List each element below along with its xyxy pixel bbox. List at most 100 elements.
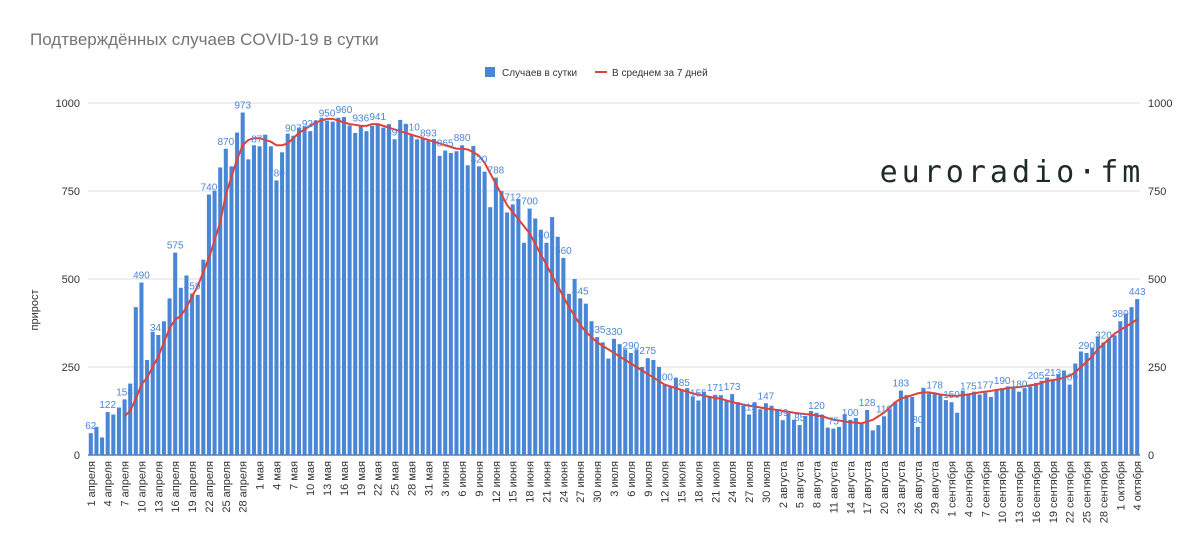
bar <box>544 242 549 455</box>
data-label: 185 <box>673 378 690 389</box>
x-tick-label: 16 сентября <box>1031 461 1043 523</box>
bar <box>673 377 678 455</box>
bar <box>308 131 313 455</box>
bar <box>291 135 296 455</box>
bar <box>471 145 476 455</box>
bar <box>527 208 532 455</box>
bar <box>746 414 752 455</box>
bar <box>499 191 504 455</box>
bar <box>1022 388 1027 455</box>
bar <box>1078 351 1083 455</box>
x-tick-label: 9 июня <box>474 461 486 497</box>
data-label: 147 <box>758 391 775 402</box>
data-label: 877 <box>251 134 268 145</box>
data-label: 920 <box>302 119 319 130</box>
bar <box>201 259 206 455</box>
data-label: 335 <box>589 325 606 336</box>
x-tick-label: 1 мая <box>255 461 267 490</box>
x-tick-label: 12 июня <box>491 461 503 503</box>
data-label: 290 <box>623 341 640 352</box>
bar <box>730 394 735 455</box>
bar <box>690 396 695 455</box>
bar <box>1011 387 1016 455</box>
bar <box>1056 374 1061 455</box>
bar <box>505 212 510 455</box>
bar <box>1039 380 1044 455</box>
bar <box>555 236 560 455</box>
x-tick-label: 3 июня <box>440 461 452 497</box>
y2-tick-label: 0 <box>1148 450 1154 462</box>
x-tick-label: 25 мая <box>390 461 402 496</box>
x-tick-label: 25 апреля <box>221 461 233 513</box>
bar <box>358 125 363 455</box>
data-label: 910 <box>403 123 420 134</box>
bar <box>1045 377 1050 455</box>
bar <box>758 409 763 455</box>
x-tick-label: 10 мая <box>305 461 317 496</box>
data-label: 865 <box>437 139 454 150</box>
data-label: 178 <box>926 380 943 391</box>
data-label: 960 <box>336 105 353 116</box>
x-tick-label: 30 июня <box>592 461 604 503</box>
y-tick-label: 750 <box>62 186 80 198</box>
x-tick-label: 15 июня <box>508 461 520 503</box>
legend-label: В среднем за 7 дней <box>612 68 708 79</box>
x-tick-label: 28 апреля <box>238 461 250 513</box>
data-label: 275 <box>639 346 656 357</box>
data-label: 870 <box>217 137 234 148</box>
x-tick-label: 30 июля <box>761 461 773 503</box>
x-tick-label: 11 августа <box>828 460 840 513</box>
data-label: 150 <box>943 390 960 401</box>
bar <box>381 127 386 455</box>
bar <box>426 140 431 455</box>
data-label: 320 <box>1095 330 1112 341</box>
data-label: 80 <box>912 415 924 426</box>
bar <box>927 393 932 455</box>
bar <box>280 152 285 455</box>
bar <box>983 392 988 455</box>
data-label: 907 <box>285 124 302 135</box>
bar <box>240 112 245 455</box>
data-label: 158 <box>116 387 133 398</box>
bar <box>325 120 330 455</box>
bar <box>330 121 335 455</box>
bar <box>578 298 583 455</box>
x-tick-label: 12 июля <box>660 461 672 503</box>
bar <box>370 125 375 455</box>
bar <box>898 390 903 455</box>
bar <box>882 416 887 455</box>
bar <box>780 420 785 455</box>
bar <box>251 145 256 456</box>
bar <box>1067 384 1072 455</box>
x-tick-label: 7 сентября <box>980 461 992 517</box>
x-tick-label: 3 июля <box>609 461 621 497</box>
data-label: 128 <box>859 398 876 409</box>
bar <box>448 152 453 455</box>
x-tick-label: 14 августа <box>845 460 857 514</box>
bar <box>853 418 858 455</box>
bar <box>820 414 825 455</box>
bar <box>431 138 437 456</box>
bar <box>296 127 301 455</box>
legend-label: Случаев в сутки <box>502 68 577 79</box>
y-tick-label: 0 <box>74 450 80 462</box>
bar <box>257 146 262 455</box>
average-line <box>123 117 1138 425</box>
bar <box>955 412 960 455</box>
x-tick-label: 6 июня <box>457 461 469 497</box>
x-tick-label: 21 июня <box>541 461 553 503</box>
data-label: 62 <box>85 421 97 432</box>
bar <box>482 171 487 455</box>
bar <box>583 303 588 455</box>
x-tick-label: 22 мая <box>373 461 385 496</box>
bar <box>656 367 662 455</box>
bar <box>161 321 166 455</box>
bar <box>645 358 650 455</box>
data-label: 459 <box>184 281 201 292</box>
data-label: 175 <box>960 381 977 392</box>
bar <box>932 392 937 455</box>
x-tick-label: 28 сентября <box>1098 461 1110 523</box>
bar <box>623 349 628 455</box>
bar <box>600 342 605 455</box>
